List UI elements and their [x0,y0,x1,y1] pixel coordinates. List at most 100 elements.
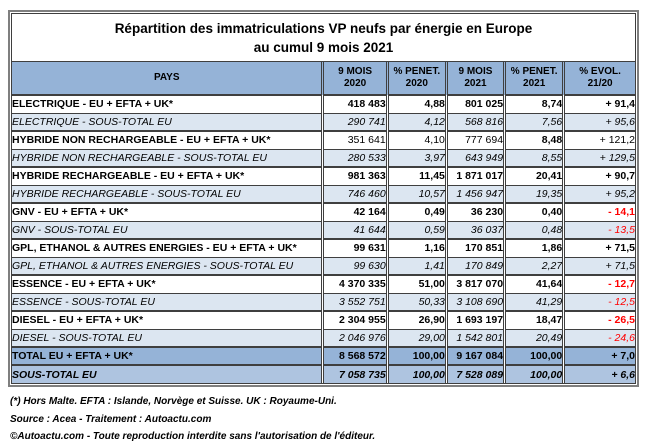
value-cell: 29,00 [385,328,447,347]
value-cell: 746 460 [321,184,388,203]
value-cell: 100,00 [503,364,564,383]
table-row: ELECTRIQUE - SOUS-TOTAL EU 290 741 4,12 568… [12,112,635,131]
table-row: ESSENCE - EU + EFTA + UK* 4 370 335 51,00 3… [12,274,635,293]
value-cell: 19,35 [503,184,564,203]
value-cell: 8 568 572 [321,346,388,365]
column-header-4: % PENET. 2021 [503,62,564,95]
report-title: Répartition des immatriculations VP neuf… [12,14,635,62]
value-cell: 10,57 [385,184,447,203]
value-cell: + 95,2 [562,184,635,203]
value-cell: 981 363 [321,166,388,185]
value-cell: 2,27 [503,256,564,275]
value-cell: - 13,5 [562,220,635,239]
row-label: HYBRIDE NON RECHARGEABLE - SOUS-TOTAL EU [12,148,323,167]
row-label: GNV - SOUS-TOTAL EU [12,220,323,239]
value-cell: 3 108 690 [444,292,505,311]
report-title-line2: au cumul 9 mois 2021 [253,40,394,55]
column-header-line1: PAYS [153,71,180,83]
row-label: ELECTRIQUE - EU + EFTA + UK* [12,94,323,113]
table-row: HYBRIDE NON RECHARGEABLE - SOUS-TOTAL EU… [12,148,635,167]
value-cell: + 71,5 [562,256,635,275]
row-label: ESSENCE - EU + EFTA + UK* [12,274,323,293]
row-label: HYBRIDE RECHARGEABLE - EU + EFTA + UK* [12,166,323,185]
value-cell: 100,00 [503,346,564,365]
table-row: DIESEL - EU + EFTA + UK* 2 304 955 26,90 1 … [12,310,635,329]
value-cell: + 71,5 [562,238,635,257]
value-cell: 100,00 [385,364,447,383]
value-cell: 99 630 [321,256,388,275]
value-cell: 7 058 735 [321,364,388,383]
column-header-line1: % PENET. [510,65,558,77]
value-cell: 170 849 [444,256,505,275]
footnotes: (*) Hors Malte. EFTA : Islande, Norvège … [10,393,655,442]
value-cell: 7 528 089 [444,364,505,383]
value-cell: 26,90 [385,310,447,329]
row-label: HYBRIDE NON RECHARGEABLE - EU + EFTA + U… [12,130,323,149]
table-row: DIESEL - SOUS-TOTAL EU 2 046 976 29,00 1 54… [12,328,635,347]
column-header-line1: % EVOL. [579,65,621,77]
value-cell: 36 037 [444,220,505,239]
value-cell: - 12,5 [562,292,635,311]
value-cell: 3 552 751 [321,292,388,311]
column-header-line2: 21/20 [587,78,613,89]
value-cell: + 95,6 [562,112,635,131]
column-header-line1: 9 MOIS [338,65,373,77]
table-row: ESSENCE - SOUS-TOTAL EU 3 552 751 50,33 3 1… [12,292,635,311]
value-cell: + 121,2 [562,130,635,149]
table-header-row: PAYS 9 MOIS 2020% PENET. 2020 9 MOIS 2021% PE… [12,62,635,95]
value-cell: + 129,5 [562,148,635,167]
footnote-line-2: Source : Acea - Traitement : Autoactu.co… [10,413,212,425]
row-label: ELECTRIQUE - SOUS-TOTAL EU [12,112,323,131]
table-row: SOUS-TOTAL EU 7 058 735 100,00 7 528 089 100… [12,364,635,383]
value-cell: - 26,5 [562,310,635,329]
value-cell: + 90,7 [562,166,635,185]
value-cell: 351 641 [321,130,388,149]
value-cell: 41,29 [503,292,564,311]
column-header-3: 9 MOIS 2021 [444,62,505,95]
value-cell: 1,16 [385,238,447,257]
row-label: GNV - EU + EFTA + UK* [12,202,323,221]
value-cell: 1 456 947 [444,184,505,203]
table-row: GNV - SOUS-TOTAL EU 41 644 0,59 36 037 0,48-… [12,220,635,239]
value-cell: 8,55 [503,148,564,167]
column-header-line1: 9 MOIS [458,65,493,77]
value-cell: 801 025 [444,94,505,113]
column-header-line2: 2021 [523,78,546,89]
value-cell: 11,45 [385,166,447,185]
table-row: HYBRIDE RECHARGEABLE - EU + EFTA + UK* 98… [12,166,635,185]
value-cell: 9 167 084 [444,346,505,365]
value-cell: 8,74 [503,94,564,113]
value-cell: 41,64 [503,274,564,293]
value-cell: 4 370 335 [321,274,388,293]
value-cell: 418 483 [321,94,388,113]
table-row: GNV - EU + EFTA + UK* 42 164 0,49 36 230 0,4… [12,202,635,221]
row-label: ESSENCE - SOUS-TOTAL EU [12,292,323,311]
value-cell: 0,40 [503,202,564,221]
column-header-1: 9 MOIS 2020 [321,62,388,95]
row-label: DIESEL - SOUS-TOTAL EU [12,328,323,347]
value-cell: 99 631 [321,238,388,257]
value-cell: 42 164 [321,202,388,221]
row-label: TOTAL EU + EFTA + UK* [12,346,323,365]
table-row: GPL, ETHANOL & AUTRES ENERGIES - SOUS-TO… [12,256,635,275]
column-header-2: % PENET. 2020 [385,62,447,95]
value-cell: + 91,4 [562,94,635,113]
value-cell: 280 533 [321,148,388,167]
value-cell: 290 741 [321,112,388,131]
column-header-5: % EVOL. 21/20 [562,62,635,95]
value-cell: - 12,7 [562,274,635,293]
value-cell: 2 304 955 [321,310,388,329]
value-cell: 41 644 [321,220,388,239]
table-row: HYBRIDE NON RECHARGEABLE - EU + EFTA + U… [12,130,635,149]
value-cell: 568 816 [444,112,505,131]
value-cell: 18,47 [503,310,564,329]
value-cell: 1,86 [503,238,564,257]
row-label: GPL, ETHANOL & AUTRES ENERGIES - SOUS-TO… [12,256,323,275]
row-label: SOUS-TOTAL EU [12,364,323,383]
column-header-line2: 2020 [343,78,367,89]
value-cell: 0,48 [503,220,564,239]
value-cell: 7,56 [503,112,564,131]
value-cell: 20,41 [503,166,564,185]
value-cell: 3,97 [385,148,447,167]
value-cell: - 24,6 [562,328,635,347]
